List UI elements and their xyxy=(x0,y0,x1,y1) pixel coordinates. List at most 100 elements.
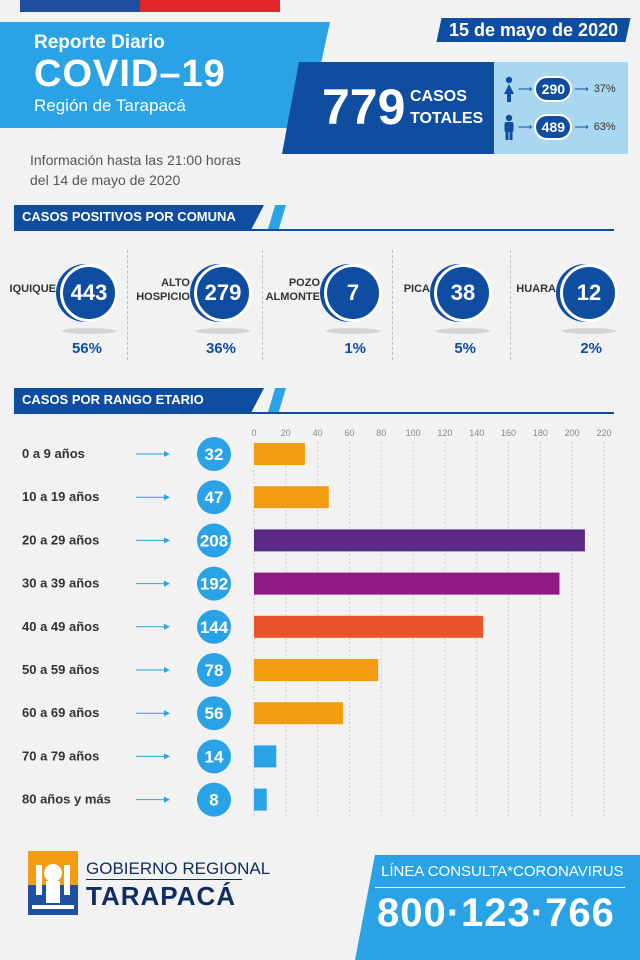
data-label: 56 xyxy=(205,704,224,723)
arrow-icon xyxy=(164,494,170,501)
hotline-label: LÍNEA CONSULTA*CORONAVIRUS xyxy=(381,863,624,880)
data-label: 14 xyxy=(205,747,224,766)
arrow-icon xyxy=(164,537,170,544)
category-label: 10 a 19 años xyxy=(22,489,99,504)
male-pct: 63% xyxy=(593,121,616,133)
comuna-name: IQUIQUE xyxy=(9,283,56,295)
title-line2: COVID–19 xyxy=(34,53,226,95)
flag-bar xyxy=(20,0,280,12)
female-pct: 37% xyxy=(593,83,616,95)
male-icon xyxy=(502,114,516,140)
comuna-cases: 443 xyxy=(60,264,118,322)
hotline-box: LÍNEA CONSULTA*CORONAVIRUS 800·123·766 xyxy=(355,855,640,960)
x-tick-label: 100 xyxy=(406,428,421,438)
section-divider xyxy=(14,229,614,231)
bar xyxy=(254,659,379,681)
section-divider xyxy=(14,412,614,414)
gender-row-female: ⟶ 290 ⟶ 37% xyxy=(502,76,616,102)
x-tick-label: 180 xyxy=(533,428,548,438)
value-circle xyxy=(197,523,231,558)
arrow-icon xyxy=(164,623,170,630)
comuna-pct: 1% xyxy=(344,340,366,357)
region-label: Región de Tarapacá xyxy=(34,96,186,115)
data-label: 78 xyxy=(205,661,224,680)
arrow-icon: ⟶ xyxy=(518,83,533,95)
info-text: Información hasta las 21:00 horas del 14… xyxy=(30,152,241,188)
value-circle xyxy=(197,566,231,601)
data-label: 144 xyxy=(200,618,229,637)
comuna-pct: 56% xyxy=(71,340,102,357)
comuna-pozo-almonte: POZO ALMONTE 7 1% xyxy=(264,258,386,358)
value-circle xyxy=(197,782,231,817)
category-label: 50 a 59 años xyxy=(22,662,99,677)
gobierno-regional-logo xyxy=(28,851,78,915)
comuna-cases: 279 xyxy=(194,264,252,322)
arrow-icon: ⟶ xyxy=(574,83,589,95)
bar xyxy=(254,788,267,811)
category-label: 40 a 49 años xyxy=(22,619,99,634)
x-tick-label: 200 xyxy=(565,428,580,438)
comuna-alto-hospicio: ALTO HOSPICIO 279 36% xyxy=(134,258,256,358)
tarapaca-label: TARAPACÁ xyxy=(86,881,237,911)
arrow-icon xyxy=(164,796,170,803)
bar xyxy=(254,572,560,595)
total-cases-box: 779 CASOS TOTALES xyxy=(282,62,494,154)
gender-row-male: ⟶ 489 ⟶ 63% xyxy=(502,114,616,140)
bar xyxy=(254,529,585,552)
x-tick-label: 60 xyxy=(344,428,354,438)
arrow-icon xyxy=(164,753,170,760)
data-label: 32 xyxy=(205,445,224,464)
data-label: 208 xyxy=(200,531,228,550)
total-cases-label: CASOS TOTALES xyxy=(410,88,484,127)
comuna-pct: 2% xyxy=(580,340,602,357)
arrow-icon xyxy=(164,667,170,673)
hotline-number: 800·123·766 xyxy=(377,891,615,935)
x-tick-label: 220 xyxy=(596,428,611,438)
comuna-pct: 5% xyxy=(454,340,476,357)
x-tick-label: 160 xyxy=(501,428,516,438)
category-label: 30 a 39 años xyxy=(22,576,99,591)
arrow-icon xyxy=(164,710,170,717)
section-slash xyxy=(268,388,286,412)
data-label: 8 xyxy=(209,791,218,810)
comuna-name: POZO ALMONTE xyxy=(265,277,320,303)
value-circle xyxy=(197,653,231,687)
comuna-cases: 7 xyxy=(324,264,382,322)
value-circle xyxy=(197,739,231,774)
gobierno-regional-label: GOBIERNO REGIONAL xyxy=(86,859,271,878)
bar xyxy=(254,615,484,638)
comunas-section-title: CASOS POSITIVOS POR COMUNA xyxy=(14,205,264,229)
arrow-icon: ⟶ xyxy=(518,121,533,133)
female-cases: 290 xyxy=(534,76,573,102)
value-circle xyxy=(197,480,231,515)
comuna-name: PICA xyxy=(403,283,430,295)
category-label: 0 a 9 años xyxy=(22,446,85,461)
title-box: Reporte Diario COVID–19 Región de Tarapa… xyxy=(0,22,330,128)
x-tick-label: 0 xyxy=(251,428,256,438)
value-circle xyxy=(197,609,231,644)
value-circle xyxy=(197,696,231,731)
x-tick-label: 40 xyxy=(313,428,323,438)
comuna-cases: 38 xyxy=(434,264,492,322)
data-label: 192 xyxy=(200,575,228,594)
comuna-cases: 12 xyxy=(560,264,618,322)
x-tick-label: 120 xyxy=(437,428,452,438)
x-tick-label: 20 xyxy=(281,428,291,438)
arrow-icon xyxy=(164,451,170,457)
arrow-icon xyxy=(164,580,170,587)
x-tick-label: 80 xyxy=(376,428,386,438)
comuna-iquique: IQUIQUE 443 56% xyxy=(0,258,122,358)
x-tick-label: 140 xyxy=(469,428,484,438)
comuna-name: HUARA xyxy=(516,283,556,295)
category-label: 80 años y más xyxy=(22,792,111,807)
bar xyxy=(254,745,277,768)
arrow-icon: ⟶ xyxy=(574,121,589,133)
comuna-huara: HUARA 12 2% xyxy=(500,258,622,358)
age-bar-chart: 0 20 40 60 80 100 120 140 160 180 200 220 0 a 9 año… xyxy=(22,428,612,818)
age-section-title: CASOS POR RANGO ETARIO xyxy=(14,388,264,412)
category-label: 70 a 79 años xyxy=(22,748,99,763)
comuna-pct: 36% xyxy=(205,340,236,357)
title-line1: Reporte Diario xyxy=(34,32,165,53)
bar xyxy=(254,486,329,509)
comuna-pica: PICA 38 5% xyxy=(374,258,496,358)
